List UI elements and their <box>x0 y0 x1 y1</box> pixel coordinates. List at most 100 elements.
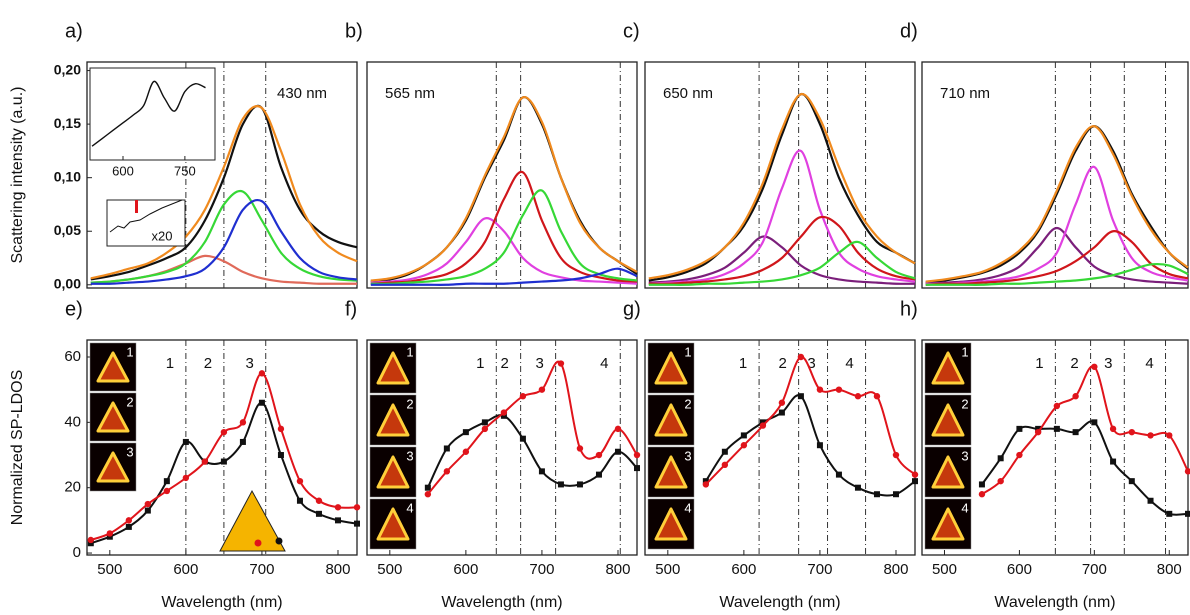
x-axis-label: Wavelength (nm) <box>719 594 840 611</box>
series-line <box>648 240 916 286</box>
y-tick-label: 0,20 <box>54 61 81 77</box>
data-point <box>354 520 360 527</box>
x-tick-label: 600 <box>173 561 198 578</box>
data-point <box>443 445 450 452</box>
y-tick-label: 0,10 <box>54 168 81 184</box>
x-tick-label: 500 <box>377 561 402 578</box>
data-point <box>500 412 507 419</box>
data-point <box>144 507 151 514</box>
data-point <box>125 523 132 530</box>
series-line <box>90 105 358 280</box>
data-point <box>334 504 342 511</box>
data-point <box>182 438 189 445</box>
data-point <box>702 481 710 488</box>
data-point <box>1053 402 1061 410</box>
panel-label: h) <box>900 298 918 320</box>
data-point <box>87 540 94 547</box>
y-tick-label: 40 <box>64 413 81 430</box>
field-map-label: 1 <box>126 344 133 359</box>
field-map-triangle <box>376 351 410 385</box>
data-point <box>835 386 843 393</box>
data-point <box>1053 425 1060 432</box>
data-point <box>997 477 1004 485</box>
data-point <box>740 442 748 449</box>
field-map-label: 3 <box>684 448 691 463</box>
data-point <box>1072 393 1079 400</box>
series-line <box>90 189 358 284</box>
data-point <box>538 386 546 393</box>
field-map-label: 1 <box>406 344 413 359</box>
y-axis-label: Scattering intensity (a.u.) <box>9 87 26 264</box>
panel-label: e) <box>65 298 83 320</box>
mode-label: 2 <box>204 355 212 372</box>
data-point <box>721 461 729 469</box>
data-point <box>277 452 284 459</box>
data-point <box>353 504 361 511</box>
mode-label: 3 <box>1104 355 1112 372</box>
data-point <box>500 409 508 416</box>
series-line <box>648 149 916 285</box>
field-map-triangle <box>654 507 688 541</box>
mode-label: 1 <box>1035 355 1043 372</box>
inset2-frame <box>106 199 186 247</box>
mode-label: 2 <box>1070 355 1078 372</box>
series-line <box>925 230 1189 286</box>
field-map-label: 3 <box>406 448 413 463</box>
y-tick-label: 0,15 <box>54 115 81 131</box>
data-point <box>595 451 603 459</box>
y-tick-label: 0,00 <box>54 275 81 291</box>
data-point <box>1072 429 1079 436</box>
panel-label: a) <box>65 20 83 42</box>
field-map-label: 3 <box>126 444 133 459</box>
mode-label: 2 <box>778 355 786 372</box>
data-point <box>239 438 246 445</box>
data-point <box>462 448 470 455</box>
data-point <box>873 491 880 498</box>
mode-label: 4 <box>600 355 608 372</box>
series-line <box>90 104 358 281</box>
data-point <box>854 393 862 400</box>
data-point <box>220 428 228 436</box>
data-point <box>1016 451 1023 459</box>
x-tick-label: 600 <box>731 561 756 578</box>
data-point <box>557 360 565 367</box>
particle-sketch <box>219 489 286 552</box>
x-tick-label: 600 <box>1007 561 1032 578</box>
data-point <box>519 435 526 442</box>
mode-label: 4 <box>1145 355 1153 372</box>
series-line <box>648 93 916 280</box>
data-point <box>538 468 545 475</box>
data-point <box>721 448 728 455</box>
data-point <box>778 409 785 416</box>
x-tick-label: 700 <box>249 561 274 578</box>
y-tick-label: 0,05 <box>54 222 81 238</box>
data-point <box>1147 497 1154 504</box>
data-point <box>1166 510 1173 517</box>
data-point <box>892 491 899 498</box>
data-point <box>182 474 190 482</box>
field-map-triangle <box>654 455 688 489</box>
series-line <box>925 262 1189 286</box>
data-point <box>87 536 95 544</box>
data-point <box>277 425 285 433</box>
data-point <box>797 353 805 361</box>
data-point <box>614 425 622 433</box>
data-point <box>1166 432 1173 439</box>
field-map-label: 1 <box>684 344 691 359</box>
field-map-label: 2 <box>406 396 413 411</box>
annotation: 710 nm <box>940 85 990 102</box>
inset-line <box>91 80 206 147</box>
data-point <box>911 471 919 478</box>
data-point <box>1110 458 1117 465</box>
inset-frame <box>89 67 216 161</box>
data-point <box>296 497 303 504</box>
series-line <box>925 125 1189 283</box>
series-line <box>90 198 358 285</box>
data-point <box>595 471 602 478</box>
data-point <box>443 468 451 475</box>
mode-label: 1 <box>166 355 174 372</box>
panel-label: c) <box>623 20 640 42</box>
data-point <box>873 393 881 400</box>
